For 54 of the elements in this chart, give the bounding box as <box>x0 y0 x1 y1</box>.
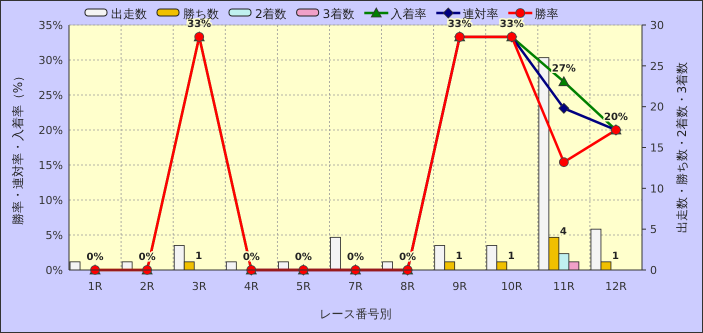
y-tick-label: 5% <box>46 229 63 242</box>
x-tick-label: 11R <box>553 280 576 293</box>
legend-label: 入着率 <box>390 7 426 21</box>
y2-tick-label: 10 <box>650 182 664 196</box>
x-tick-label: 10R <box>500 280 523 293</box>
point <box>558 76 570 86</box>
y-tick-label: 30% <box>38 54 63 67</box>
x-tick-label: 1R <box>88 280 103 293</box>
y-tick-label: 15% <box>38 159 63 172</box>
y-tick-label: 0% <box>46 264 63 277</box>
y-axis-title: 勝率・連対率・入着率（%） <box>11 70 25 226</box>
y2-tick-label: 30 <box>650 19 664 32</box>
data-label: 33% <box>500 18 524 30</box>
data-label: 1 <box>456 250 463 262</box>
x-tick-label: 2R <box>140 280 155 293</box>
legend-label: 2着数 <box>255 7 287 21</box>
y-tick-label: 20% <box>38 124 63 137</box>
y-tick-label: 35% <box>38 19 63 32</box>
legend-label: 勝率 <box>534 7 558 21</box>
data-label: 33% <box>448 18 472 30</box>
data-label: 0% <box>347 252 364 263</box>
x-tick-label: 12R <box>605 280 628 293</box>
data-label: 1 <box>612 250 619 262</box>
x-tick-label: 9R <box>452 280 468 293</box>
point <box>558 157 569 168</box>
x-tick-label: 4R <box>244 280 259 293</box>
legend-label: 勝ち数 <box>183 7 219 21</box>
point <box>558 102 570 114</box>
data-label: 4 <box>560 226 567 238</box>
data-label: 1 <box>508 250 515 262</box>
legend-label: 出走数 <box>111 7 147 21</box>
legend-label: 3着数 <box>322 7 354 21</box>
bar <box>330 236 341 270</box>
bar <box>70 261 80 270</box>
legend-label: 連対率 <box>462 7 498 21</box>
y2-tick-label: 5 <box>650 223 657 236</box>
y2-tick-label: 25 <box>650 60 664 73</box>
data-label: 27% <box>552 64 576 75</box>
x-axis-title: レース番号別 <box>320 307 392 321</box>
y2-tick-label: 0 <box>650 264 657 277</box>
x-tick-label: 5R <box>296 280 312 293</box>
x-tick-label: 7R <box>348 280 364 293</box>
y2-tick-label: 15 <box>650 142 664 154</box>
x-tick-label: 3R <box>192 280 207 293</box>
y-tick-label: 25% <box>38 89 63 102</box>
data-label: 0% <box>294 252 312 263</box>
y2-tick-label: 20 <box>650 100 664 114</box>
y2-axis-title: 出走数・勝ち数・2着数・3着数 <box>675 62 689 234</box>
data-label: 33% <box>187 18 212 30</box>
x-tick-label: 8R <box>400 280 416 293</box>
data-label: 0% <box>86 252 104 263</box>
data-label: 20% <box>604 112 628 123</box>
y-tick-label: 10% <box>38 194 63 207</box>
data-label: 1 <box>195 250 202 262</box>
